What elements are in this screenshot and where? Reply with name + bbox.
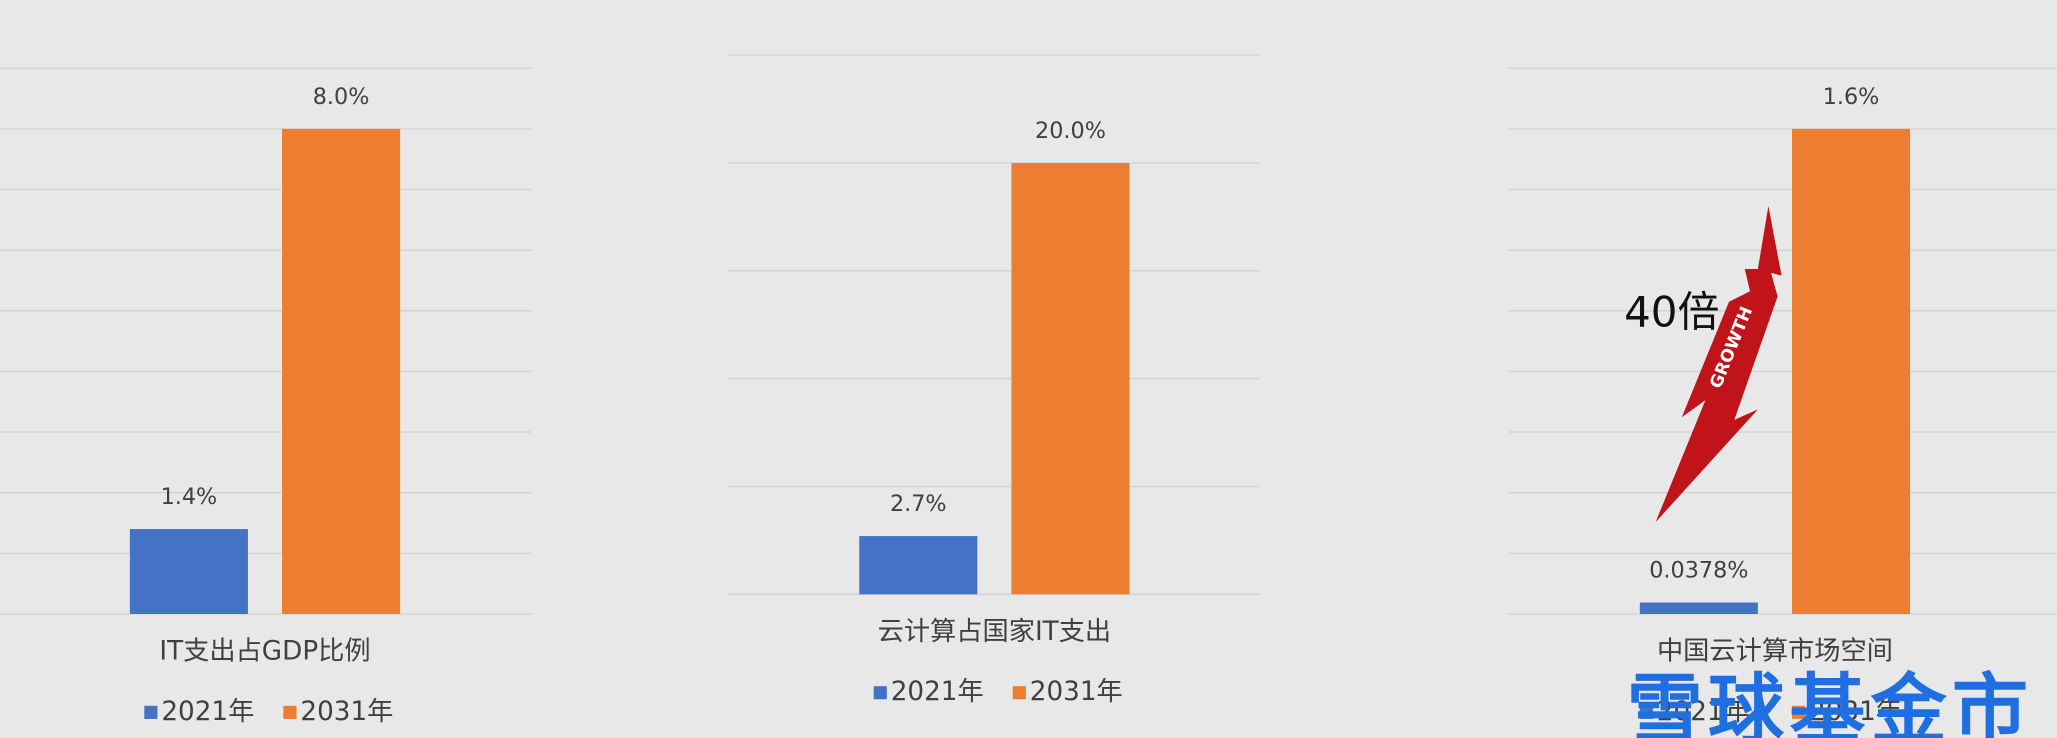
- bar: [859, 536, 978, 595]
- x-axis-title: 云计算占国家IT支出: [878, 617, 1112, 647]
- x-axis-title: 中国云计算市场空间: [1657, 637, 1893, 667]
- bar: [1792, 128, 1911, 614]
- legend-label: 2031年: [1030, 677, 1123, 707]
- arrow-shape: [1655, 206, 1782, 523]
- legend-label: 2031年: [1809, 697, 1902, 727]
- legend-swatch: [1012, 686, 1026, 700]
- bar: [282, 128, 401, 614]
- legend-label: 2031年: [300, 697, 393, 727]
- legend-label: 2021年: [161, 697, 254, 727]
- value-label: 0.0378%: [1649, 558, 1748, 584]
- legend-swatch: [1639, 705, 1653, 719]
- growth-arrow: GROWTH: [1655, 206, 1782, 523]
- value-label: 2.7%: [890, 491, 947, 517]
- bar-chart: 2.7% 2021年 20.0% 2031年 云计算占国家IT支出: [728, 54, 1260, 707]
- legend-swatch: [873, 686, 887, 700]
- legend-swatch: [1792, 705, 1806, 719]
- value-label: 8.0%: [313, 84, 370, 110]
- legend-swatch: [283, 705, 297, 719]
- legend-label: 2021年: [891, 677, 984, 707]
- bar-chart: 0.0378% 2021年 1.6% 2031年 中国云计算市场空间: [1508, 67, 2057, 727]
- legend-swatch: [144, 705, 158, 719]
- bar-chart: 1.4% 2021年 8.0% 2031年 IT支出占GDP比例: [0, 67, 532, 727]
- value-label: 1.6%: [1823, 84, 1880, 110]
- legend-label: 2021年: [1657, 697, 1750, 727]
- bar: [129, 529, 248, 614]
- watermark: 雪球基金市: [1627, 665, 2034, 738]
- x-axis-title: IT支出占GDP比例: [159, 637, 370, 667]
- annotation: 40倍: [1624, 287, 1719, 336]
- bar: [1011, 162, 1130, 595]
- value-label: 1.4%: [161, 484, 218, 510]
- value-label: 20.0%: [1035, 118, 1106, 144]
- bar: [1639, 602, 1758, 614]
